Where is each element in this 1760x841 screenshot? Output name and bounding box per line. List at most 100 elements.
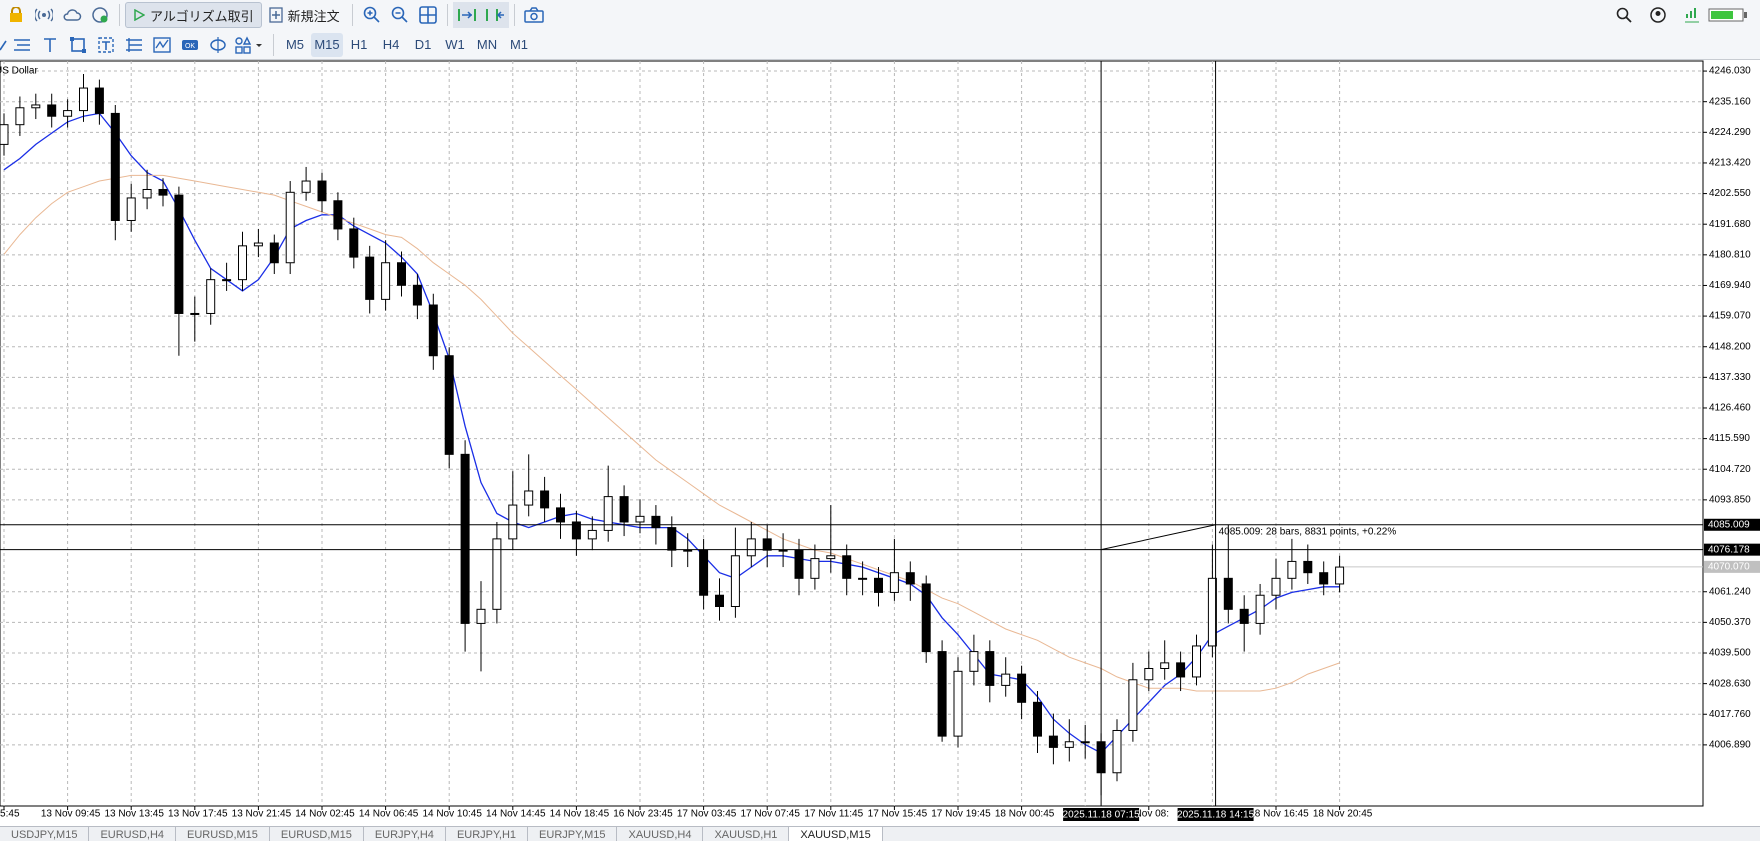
x-tick-label: 14 Nov 18:45 bbox=[550, 809, 610, 820]
label-icon[interactable] bbox=[92, 32, 120, 58]
y-tick-label: 4126.460 bbox=[1709, 403, 1751, 414]
x-tick-label: 05:45 bbox=[0, 809, 20, 820]
search-icon[interactable] bbox=[1610, 2, 1638, 28]
y-tick-label: 4224.290 bbox=[1709, 127, 1751, 138]
new-order-label: 新規注文 bbox=[287, 8, 340, 24]
pen-icon[interactable] bbox=[0, 32, 8, 58]
y-tick-label: 4115.590 bbox=[1709, 433, 1750, 444]
new-order-button[interactable]: 新規注文 bbox=[262, 3, 347, 27]
shape-icon[interactable] bbox=[204, 32, 232, 58]
candle-body bbox=[969, 651, 979, 672]
timeframe-button[interactable]: D1 bbox=[414, 37, 432, 52]
time-marker-label: 2025.11.18 14:15 bbox=[1177, 810, 1255, 821]
tile-icon[interactable] bbox=[414, 2, 442, 28]
account-icon[interactable] bbox=[1644, 2, 1672, 28]
candle-body bbox=[524, 490, 534, 506]
candle-body bbox=[333, 200, 343, 230]
y-tick-label: 4180.810 bbox=[1709, 249, 1751, 260]
candle-body bbox=[651, 515, 661, 529]
chart-tab[interactable]: USDJPY,M15 bbox=[0, 827, 90, 841]
candle-body bbox=[428, 304, 438, 357]
x-tick-label: 13 Nov 17:45 bbox=[168, 809, 228, 820]
chart-tab[interactable]: XAUUSD,H1 bbox=[703, 827, 790, 841]
lock-icon[interactable] bbox=[2, 2, 30, 28]
timeframe-button[interactable]: H4 bbox=[382, 37, 400, 52]
timeframe-button[interactable]: M1 bbox=[509, 37, 529, 52]
candle-body bbox=[365, 256, 375, 300]
candle-body bbox=[174, 194, 184, 314]
timeframe-button[interactable]: M5 bbox=[285, 37, 305, 52]
candle-body bbox=[492, 538, 502, 610]
candle-body bbox=[858, 577, 868, 580]
y-tick-label: 4213.420 bbox=[1709, 158, 1751, 169]
fibo-icon[interactable] bbox=[120, 32, 148, 58]
candle-body bbox=[1319, 572, 1329, 585]
y-tick-label: 4246.030 bbox=[1709, 66, 1751, 77]
bid-tag: 4070.070 bbox=[1708, 562, 1750, 573]
level-icon[interactable] bbox=[1678, 2, 1706, 28]
candle-body bbox=[699, 549, 709, 596]
candle-body bbox=[1303, 560, 1313, 574]
timeframe-button[interactable]: MN bbox=[476, 37, 498, 52]
candle-body bbox=[587, 529, 597, 540]
zoom-in-icon[interactable] bbox=[358, 2, 386, 28]
autoscroll-icon[interactable] bbox=[452, 2, 481, 28]
chart-tab[interactable]: XAUUSD,H4 bbox=[617, 827, 704, 841]
candle-body bbox=[985, 651, 995, 686]
cloud-icon[interactable] bbox=[58, 2, 86, 28]
chart-shift-icon[interactable] bbox=[480, 2, 509, 28]
y-tick-label: 4050.370 bbox=[1709, 617, 1751, 628]
text-icon[interactable] bbox=[36, 32, 64, 58]
candle-body bbox=[285, 191, 295, 264]
globe-icon[interactable] bbox=[86, 2, 114, 28]
candle-body bbox=[556, 507, 565, 523]
y-tick-label: 4061.240 bbox=[1709, 586, 1751, 597]
candle-body bbox=[269, 242, 279, 264]
lines-icon[interactable] bbox=[8, 32, 36, 58]
algo-trading-label: アルゴリズム取引 bbox=[150, 8, 254, 24]
chart-tab[interactable]: EURUSD,H4 bbox=[89, 827, 177, 841]
algo-trading-button[interactable]: アルゴリズム取引 bbox=[125, 2, 262, 28]
y-tick-label: 4039.500 bbox=[1709, 648, 1751, 659]
candle-body bbox=[301, 180, 311, 193]
candle-body bbox=[778, 549, 788, 552]
y-tick-label: 4148.200 bbox=[1709, 341, 1751, 352]
candle-body bbox=[1048, 735, 1058, 748]
price-tag: 4076.178 bbox=[1708, 544, 1750, 555]
rect-icon[interactable] bbox=[64, 32, 92, 58]
y-tick-label: 4235.160 bbox=[1709, 96, 1751, 107]
candle-body bbox=[1255, 594, 1265, 624]
chart-tab[interactable]: EURUSD,M15 bbox=[270, 827, 364, 841]
y-tick-label: 4137.330 bbox=[1709, 372, 1751, 383]
chart-tab[interactable]: EURJPY,H1 bbox=[446, 827, 529, 841]
chart-tab[interactable]: EURJPY,M15 bbox=[528, 827, 618, 841]
candle-body bbox=[1287, 560, 1297, 579]
candle-body bbox=[921, 583, 931, 653]
indicator-icon[interactable] bbox=[148, 32, 176, 58]
y-tick-label: 4028.630 bbox=[1709, 678, 1751, 689]
y-tick-label: 4159.070 bbox=[1709, 311, 1751, 322]
candle-body bbox=[1017, 673, 1027, 703]
x-tick-label: 13 Nov 21:45 bbox=[232, 809, 292, 820]
ok-icon[interactable]: OK bbox=[176, 32, 204, 58]
symbol-label: US Dollar bbox=[0, 66, 38, 77]
candle-body bbox=[1335, 566, 1345, 585]
candle-body bbox=[842, 555, 852, 579]
battery-icon bbox=[1706, 2, 1750, 28]
chart-tab[interactable]: XAUUSD,M15 bbox=[789, 827, 883, 841]
candle-body bbox=[397, 262, 406, 286]
candle-body bbox=[1112, 729, 1122, 774]
timeframe-button[interactable]: H1 bbox=[350, 37, 368, 52]
objects-menu[interactable] bbox=[232, 32, 268, 58]
timeframe-button[interactable]: W1 bbox=[445, 37, 465, 52]
x-tick-label: 17 Nov 19:45 bbox=[931, 809, 991, 820]
timeframe-button[interactable]: M15 bbox=[311, 32, 343, 57]
signal-icon[interactable] bbox=[30, 2, 58, 28]
zoom-out-icon[interactable] bbox=[386, 2, 414, 28]
candle-body bbox=[1239, 608, 1249, 624]
chart-tab[interactable]: EURJPY,H4 bbox=[364, 827, 446, 841]
screenshot-icon[interactable] bbox=[520, 2, 548, 28]
chart-tab[interactable]: EURUSD,M15 bbox=[176, 827, 270, 841]
x-tick-label: 13 Nov 13:45 bbox=[104, 809, 164, 820]
